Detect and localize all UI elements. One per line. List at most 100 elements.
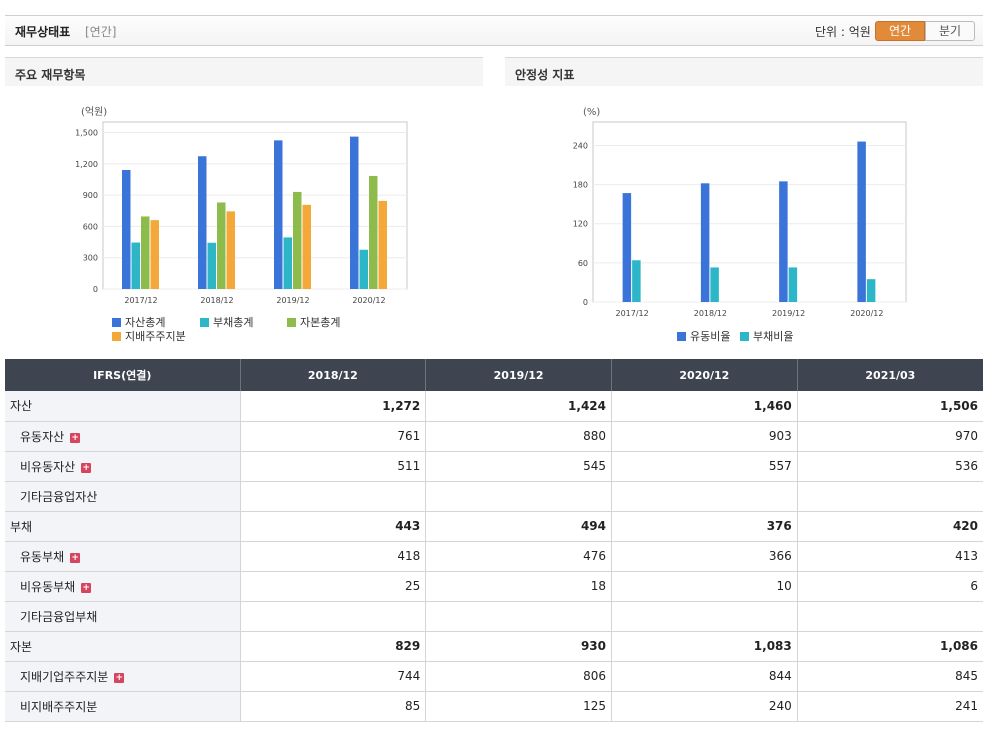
value-cell: 494 (425, 511, 612, 542)
x-tick-label: 2020/12 (352, 296, 385, 305)
balance-sheet-table: IFRS(연결) 2018/12 2019/12 2020/12 2021/03… (5, 359, 983, 722)
table-row: 유동자산 +761 880 903 970 (5, 421, 983, 452)
value-cell (611, 601, 798, 632)
bar-부채총계-2018/12 (207, 242, 216, 289)
table-row: 비유동자산 +511 545 557 536 (5, 451, 983, 482)
unit-label: 단위 : 억원 (815, 25, 871, 39)
row-label: 유동자산 (20, 429, 65, 444)
table-row: 비유동부채 +25 18 10 6 (5, 571, 983, 602)
plot-area (592, 121, 907, 303)
table-row: 자산 1,272 1,424 1,460 1,506 (5, 391, 983, 422)
table-row: 부채 443 494 376 420 (5, 511, 983, 542)
value-cell: 240 (611, 691, 798, 722)
value-cell: 1,272 (239, 391, 426, 422)
value-cell: 85 (239, 691, 426, 722)
row-label-cell: 기타금융업부채 (5, 601, 240, 632)
quarter-toggle-button[interactable]: 분기 (925, 21, 975, 41)
table-corner-header: IFRS(연결) (5, 359, 240, 391)
bar-부채비율-2018/12 (710, 267, 719, 302)
panel-title: 주요 재무항목 (15, 68, 86, 82)
value-cell: 545 (425, 451, 612, 482)
column-header: 2018/12 (239, 359, 426, 391)
legend-swatch (112, 332, 121, 341)
value-cell (796, 601, 983, 632)
stability-chart: (%) 240 180 120 60 0 2017/12 2018/12 2019/12 2020… (573, 107, 907, 343)
legend-label: 지배주주지분 (125, 330, 186, 343)
expand-plus-icon[interactable]: + (70, 432, 81, 443)
legend-swatch (740, 332, 749, 341)
bar-지배주주지분-2018/12 (226, 211, 235, 289)
annual-toggle-button[interactable]: 연간 (875, 21, 925, 41)
bar-자산총계-2017/12 (122, 170, 131, 289)
legend-label: 유동비율 (690, 330, 730, 343)
legend-swatch (112, 318, 121, 327)
bar-부채비율-2017/12 (632, 260, 641, 302)
row-label-cell[interactable]: 유동부채 + (5, 541, 240, 572)
x-tick-label: 2019/12 (276, 296, 309, 305)
main-financials-panel: 주요 재무항목 (억원) 1,500 1,200 900 600 300 0 2017/12 2… (5, 57, 483, 357)
row-label-cell: 부채 (5, 511, 240, 542)
panel-header: 안정성 지표 (505, 57, 983, 86)
table-header-row: IFRS(연결) 2018/12 2019/12 2020/12 2021/03 (5, 359, 983, 391)
value-cell: 845 (796, 661, 983, 692)
table-row: 비지배주주지분 85 125 240 241 (5, 691, 983, 722)
table-row: 기타금융업부채 (5, 601, 983, 632)
value-cell: 930 (425, 631, 612, 662)
bar-자본총계-2020/12 (369, 175, 378, 289)
row-label-cell: 자본 (5, 631, 240, 662)
value-cell: 744 (239, 661, 426, 692)
value-cell: 1,506 (796, 391, 983, 422)
legend-label: 부채비율 (753, 330, 793, 343)
row-label-cell[interactable]: 유동자산 + (5, 421, 240, 452)
unit-label: (%) (583, 107, 600, 118)
bar-자산총계-2018/12 (198, 156, 207, 289)
value-cell (611, 481, 798, 512)
expand-plus-icon[interactable]: + (81, 462, 92, 473)
value-cell: 761 (239, 421, 426, 452)
value-cell: 511 (239, 451, 426, 482)
value-cell: 241 (796, 691, 983, 722)
panel-header: 주요 재무항목 (5, 57, 483, 86)
legend-swatch (200, 318, 209, 327)
x-tick-label: 2019/12 (772, 309, 805, 318)
legend-label: 부채총계 (213, 316, 253, 329)
row-label: 기타금융업부채 (20, 609, 98, 624)
table-row: 기타금융업자산 (5, 481, 983, 512)
expand-plus-icon[interactable]: + (81, 582, 92, 593)
bar-유동비율-2019/12 (779, 181, 788, 302)
table-row: 유동부채 +418 476 366 413 (5, 541, 983, 572)
panel-title: 안정성 지표 (515, 68, 575, 82)
y-tick-label: 600 (83, 222, 98, 231)
x-tick-label: 2020/12 (850, 309, 883, 318)
row-label: 부채 (10, 519, 33, 534)
row-label-cell[interactable]: 비유동자산 + (5, 451, 240, 482)
y-tick-label: 0 (93, 285, 98, 294)
bar-지배주주지분-2017/12 (150, 220, 159, 289)
row-label: 자산 (10, 399, 33, 414)
legend-label: 자본총계 (300, 316, 340, 329)
row-label-cell: 자산 (5, 391, 240, 422)
value-cell: 125 (425, 691, 612, 722)
y-tick-label: 60 (578, 259, 588, 268)
expand-plus-icon[interactable]: + (70, 552, 81, 563)
bar-자본총계-2019/12 (293, 191, 302, 289)
expand-plus-icon[interactable]: + (114, 672, 125, 683)
value-cell (239, 481, 426, 512)
y-tick-label: 300 (83, 254, 98, 263)
value-cell: 1,424 (425, 391, 612, 422)
bar-자본총계-2017/12 (141, 216, 150, 289)
bar-부채총계-2020/12 (359, 249, 368, 289)
legend-swatch (287, 318, 296, 327)
bar-자본총계-2018/12 (217, 202, 226, 289)
value-cell (796, 481, 983, 512)
row-label: 기타금융업자산 (20, 489, 98, 504)
value-cell: 413 (796, 541, 983, 572)
row-label: 비지배주주지분 (20, 699, 98, 714)
section-title: 재무상태표 (15, 25, 71, 39)
row-label-cell[interactable]: 비유동부채 + (5, 571, 240, 602)
value-cell: 366 (611, 541, 798, 572)
row-label-cell[interactable]: 지배기업주주지분 + (5, 661, 240, 692)
row-label: 지배기업주주지분 (20, 669, 109, 684)
y-tick-label: 240 (573, 141, 588, 150)
table-row: 지배기업주주지분 +744 806 844 845 (5, 661, 983, 692)
